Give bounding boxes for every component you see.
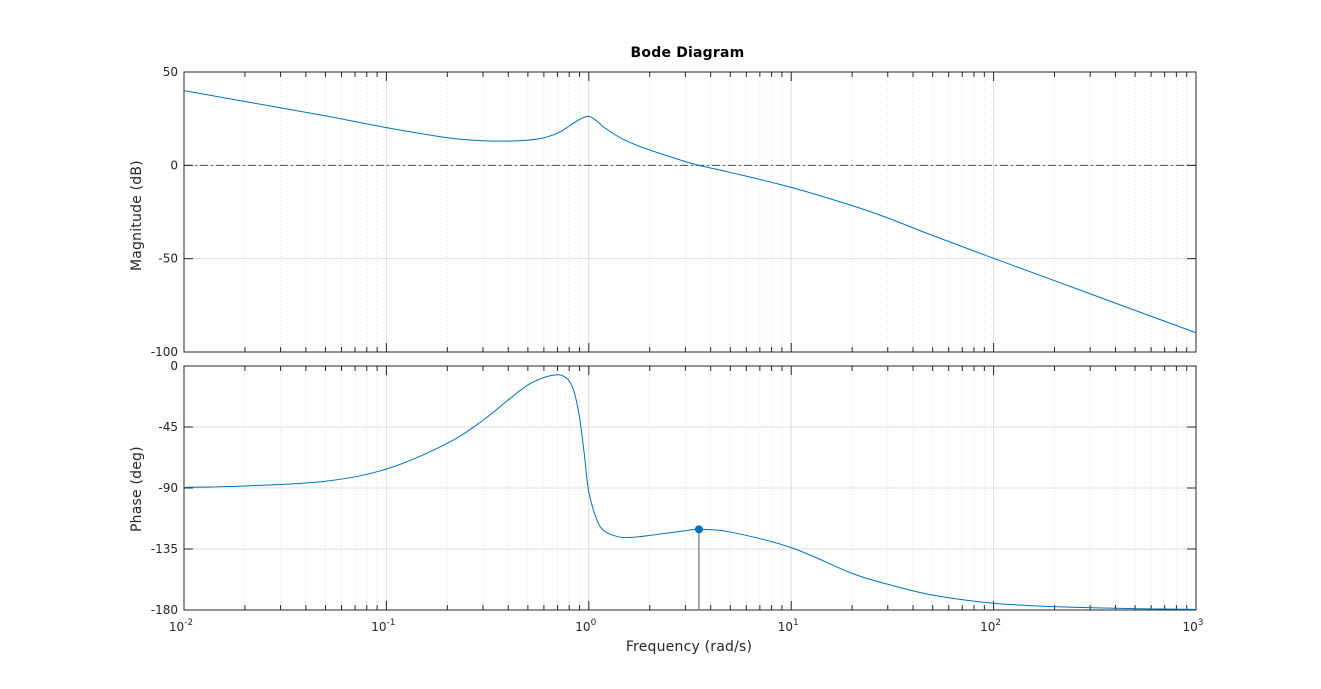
magnitude-axis-label: Magnitude (dB) — [129, 160, 145, 271]
y-tick-label: -135 — [151, 542, 178, 556]
phase-axis-label: Phase (deg) — [129, 446, 145, 532]
x-tick-label: 103 — [1182, 618, 1203, 634]
y-tick-label: -180 — [151, 603, 178, 617]
x-tick-label: 100 — [575, 618, 596, 634]
magnitude-axes-box — [183, 71, 1197, 353]
x-tick-label: 102 — [980, 618, 1001, 634]
x-tick-label: 101 — [778, 618, 799, 634]
y-tick-label: -90 — [158, 481, 178, 495]
frequency-axis-label: Frequency (rad/s) — [625, 639, 753, 655]
magnitude-tick-marks — [183, 71, 1197, 353]
y-tick-label: -100 — [151, 345, 178, 359]
y-tick-label: -50 — [158, 252, 178, 266]
magnitude-curve[interactable] — [183, 90, 1197, 334]
x-tick-label: 10-1 — [371, 618, 395, 634]
y-tick-label: 0 — [170, 158, 178, 172]
chart-title: Bode Diagram — [630, 45, 745, 61]
x-tick-label: 10-2 — [169, 618, 193, 634]
phase-margin-marker[interactable] — [694, 525, 703, 534]
y-tick-label: 50 — [163, 65, 178, 79]
y-tick-label: -45 — [158, 420, 178, 434]
magnitude-plot[interactable]: 50 0 -50 -100 — [151, 65, 1197, 359]
magnitude-plot-area — [184, 72, 1196, 352]
phase-tick-marks — [183, 365, 1197, 611]
y-tick-label: 0 — [170, 359, 178, 373]
phase-curve[interactable] — [183, 374, 1197, 610]
